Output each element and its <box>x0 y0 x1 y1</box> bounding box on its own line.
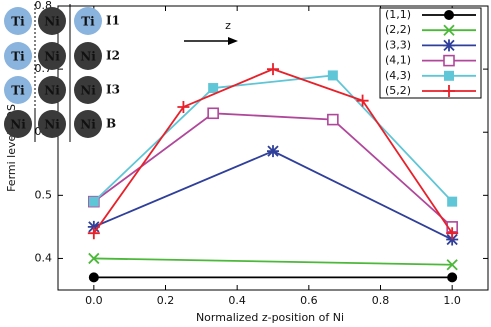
atom <box>4 42 32 70</box>
x-tick-label: 0.2 <box>157 294 175 307</box>
legend-label: (4,3) <box>385 69 411 82</box>
marker <box>443 39 455 52</box>
x-tick-label: 0.6 <box>300 294 318 307</box>
atom-label: Ni <box>80 118 96 132</box>
atom <box>4 110 32 138</box>
marker <box>446 259 458 271</box>
marker <box>87 220 100 233</box>
marker <box>447 196 458 207</box>
marker <box>444 70 454 81</box>
atom <box>74 110 102 138</box>
marker <box>446 233 459 246</box>
series-line <box>93 74 453 203</box>
arrow-head <box>228 37 238 45</box>
marker <box>447 272 458 283</box>
x-axis-label: Normalized z-position of Ni <box>196 311 344 324</box>
marker <box>88 252 100 265</box>
atom <box>38 42 66 70</box>
marker <box>446 227 459 240</box>
arrow-label: z <box>225 19 231 32</box>
row-label: I1 <box>106 14 120 28</box>
atom <box>74 76 102 104</box>
series-line <box>93 257 453 266</box>
atom-label: Ni <box>80 50 96 64</box>
marker <box>177 100 190 113</box>
atom-label: Ti <box>81 15 95 29</box>
marker <box>327 70 338 81</box>
atom-label: Ni <box>44 118 60 132</box>
atom-label: Ni <box>80 84 96 98</box>
series-line <box>93 150 453 241</box>
x-tick-label: 0.8 <box>372 294 390 307</box>
atom <box>74 7 102 35</box>
legend-label: (2,2) <box>385 23 411 36</box>
atom-label: Ni <box>44 15 60 29</box>
atom-label: Ti <box>11 50 25 64</box>
y-tick-label: 0.4 <box>35 251 53 264</box>
legend-box <box>379 7 482 99</box>
marker <box>87 227 100 240</box>
atom-label: Ni <box>10 118 26 132</box>
marker <box>443 85 455 97</box>
marker <box>207 107 219 120</box>
legend-label: (4,1) <box>385 54 411 67</box>
x-tick-label: 1.0 <box>443 294 461 307</box>
plot-frame <box>57 5 489 291</box>
x-tick-label: 0.4 <box>228 294 246 307</box>
x-tick-label: 0.0 <box>85 294 103 307</box>
row-label: I3 <box>106 83 120 97</box>
atom <box>4 76 32 104</box>
atom <box>4 7 32 35</box>
atom-label: Ni <box>44 50 60 64</box>
marker <box>208 83 219 94</box>
atom <box>38 7 66 35</box>
row-label: I2 <box>106 49 120 63</box>
series-line <box>93 112 453 228</box>
legend-label: (3,3) <box>385 38 411 51</box>
marker <box>356 94 369 107</box>
atom <box>74 42 102 70</box>
marker <box>267 63 279 76</box>
marker <box>88 196 99 207</box>
marker <box>443 54 455 67</box>
marker <box>267 145 279 158</box>
atom-label: Ni <box>44 84 60 98</box>
atom <box>38 110 66 138</box>
marker <box>327 113 339 126</box>
atom <box>38 76 66 104</box>
marker <box>444 10 454 20</box>
y-tick-label: 0.5 <box>35 188 53 201</box>
row-label: B <box>106 117 116 131</box>
legend-label: (1,1) <box>385 8 411 21</box>
marker <box>88 272 99 283</box>
atom-label: Ti <box>11 15 25 29</box>
marker <box>443 24 455 36</box>
atom-label: Ti <box>11 84 25 98</box>
legend-label: (5,2) <box>385 84 411 97</box>
